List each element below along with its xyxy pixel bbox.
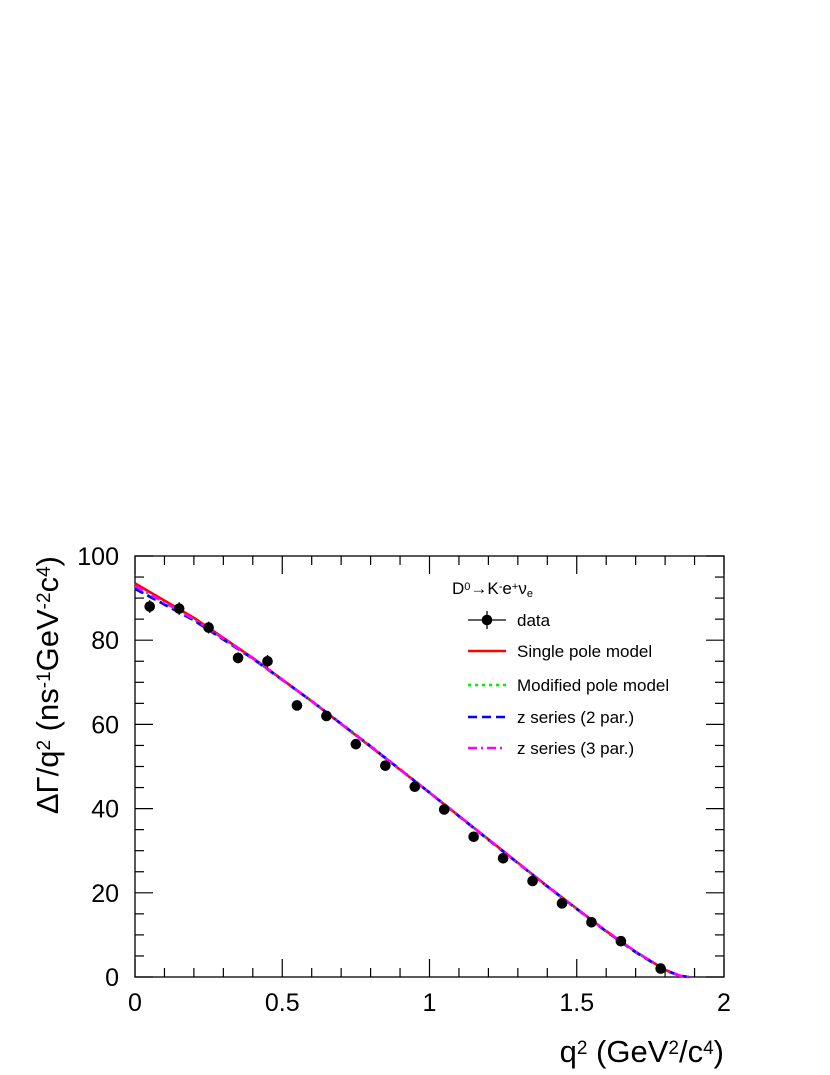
data-point (144, 601, 156, 612)
data-point (321, 710, 332, 722)
data-point (497, 852, 509, 864)
legend-label: Modified pole model (517, 676, 669, 695)
y-tick-label: 20 (91, 880, 119, 908)
legend-label: z series (2 par.) (517, 708, 634, 727)
series-line-3 (134, 584, 689, 979)
legend-title: D0→K-e+νe (452, 579, 533, 600)
y-tick-label: 40 (91, 796, 119, 824)
x-tick-label: 2 (717, 989, 731, 1017)
data-point (556, 898, 568, 909)
plot-border (134, 555, 725, 978)
x-tick-label: 0.5 (265, 989, 300, 1017)
data-point (527, 875, 538, 887)
data-point (615, 935, 627, 947)
data-point (173, 603, 185, 614)
data-points (144, 600, 666, 974)
data-point (203, 622, 214, 633)
y-tick-label: 100 (77, 543, 119, 571)
y-tick-label: 60 (91, 711, 119, 739)
legend-label: Single pole model (517, 642, 652, 661)
data-point (262, 655, 273, 667)
data-point (655, 963, 666, 974)
series-line-2 (134, 587, 689, 979)
y-axis-title: ΔΓ/q2 (ns-1GeV-2c4) (30, 556, 65, 814)
data-point (409, 781, 421, 793)
x-axis: 0 0.5 1 1.5 2 (128, 556, 731, 1017)
legend-marker-point (481, 614, 493, 626)
legend: D0→K-e+νe data Single pole model Modified p… (452, 579, 669, 758)
legend-label: data (517, 611, 551, 630)
y-tick-label: 80 (91, 627, 119, 655)
legend-label: z series (3 par.) (517, 739, 634, 758)
data-point (438, 804, 450, 815)
data-point (232, 652, 244, 664)
data-point (468, 831, 479, 843)
x-axis-title: q2 (GeV2/c4) (560, 1034, 724, 1069)
y-tick-label: 0 (105, 964, 119, 992)
data-point (586, 916, 597, 928)
x-tick-label: 1.5 (559, 989, 594, 1017)
x-tick-label: 0 (128, 989, 142, 1017)
plot-frame (134, 555, 725, 978)
y-axis: 0 20 40 60 80 100 (77, 543, 724, 992)
data-point (380, 760, 391, 771)
data-point (350, 738, 362, 750)
x-tick-label: 1 (423, 989, 437, 1017)
data-point (291, 700, 303, 711)
